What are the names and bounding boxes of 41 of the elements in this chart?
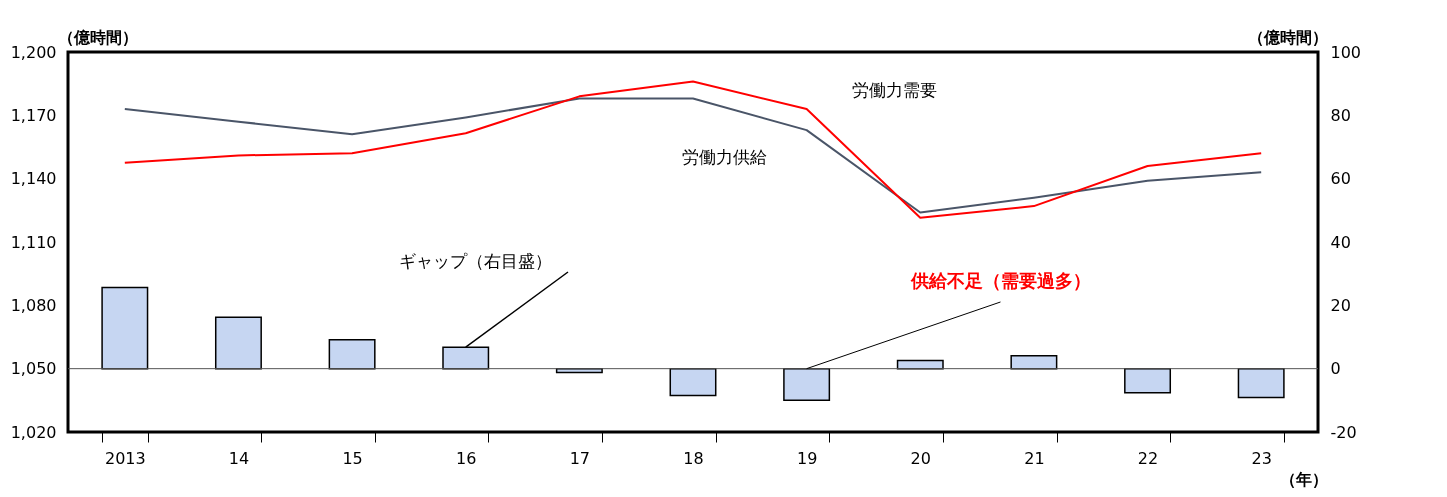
y2-tick-label: -20: [1330, 422, 1357, 442]
bar: [1124, 367, 1172, 394]
text: 労働力需要: [851, 80, 937, 100]
x-tick-label: 19: [796, 448, 818, 468]
y2-tick-label: 0: [1330, 359, 1341, 379]
x-tick-label: 20: [910, 448, 931, 468]
y-tick-label: 1,050: [10, 359, 57, 379]
x-tick-label: 2013: [104, 448, 146, 468]
bar: [214, 316, 262, 370]
x-tick-label: 22: [1137, 448, 1159, 468]
y-tick-label: 1,020: [10, 422, 57, 442]
y-axis-title: （億時間）: [58, 28, 138, 47]
x-tick-label: 14: [228, 448, 250, 468]
y-tick-label: 1,140: [10, 169, 57, 189]
x-tick-label: 16: [456, 448, 477, 468]
y2-tick-label: 100: [1330, 42, 1362, 62]
series-label: 労働力供給: [681, 147, 767, 168]
y2-tick-label: 40: [1330, 232, 1351, 252]
y-tick-label: 1,110: [10, 232, 57, 252]
x-tick-label: 23: [1251, 448, 1272, 468]
bar: [1237, 367, 1285, 399]
x-tick-label: 18: [683, 448, 704, 468]
x-tick-label: 17: [569, 448, 591, 468]
annotation: 供給不足（需要過多）: [909, 270, 1091, 291]
x-axis-title: （年）: [1280, 470, 1328, 489]
y-tick-label: 1,170: [10, 105, 57, 125]
bar: [328, 339, 376, 370]
y-tick-label: 1,200: [10, 42, 57, 62]
y2-axis-title: （億時間）: [1248, 28, 1328, 47]
text: ギャップ（右目盛）: [399, 251, 553, 272]
y-tick-label: 1,080: [10, 295, 57, 315]
line-series: [123, 80, 1263, 219]
y2-tick-label: 80: [1330, 105, 1351, 125]
bar: [1010, 354, 1058, 370]
bar: [101, 286, 149, 370]
y2-tick-label: 20: [1330, 295, 1351, 315]
x-tick-label: 15: [342, 448, 363, 468]
y2-tick-label: 60: [1330, 169, 1351, 189]
bar: [669, 367, 717, 397]
line-series: [123, 97, 1263, 214]
x-tick-label: 21: [1024, 448, 1045, 468]
